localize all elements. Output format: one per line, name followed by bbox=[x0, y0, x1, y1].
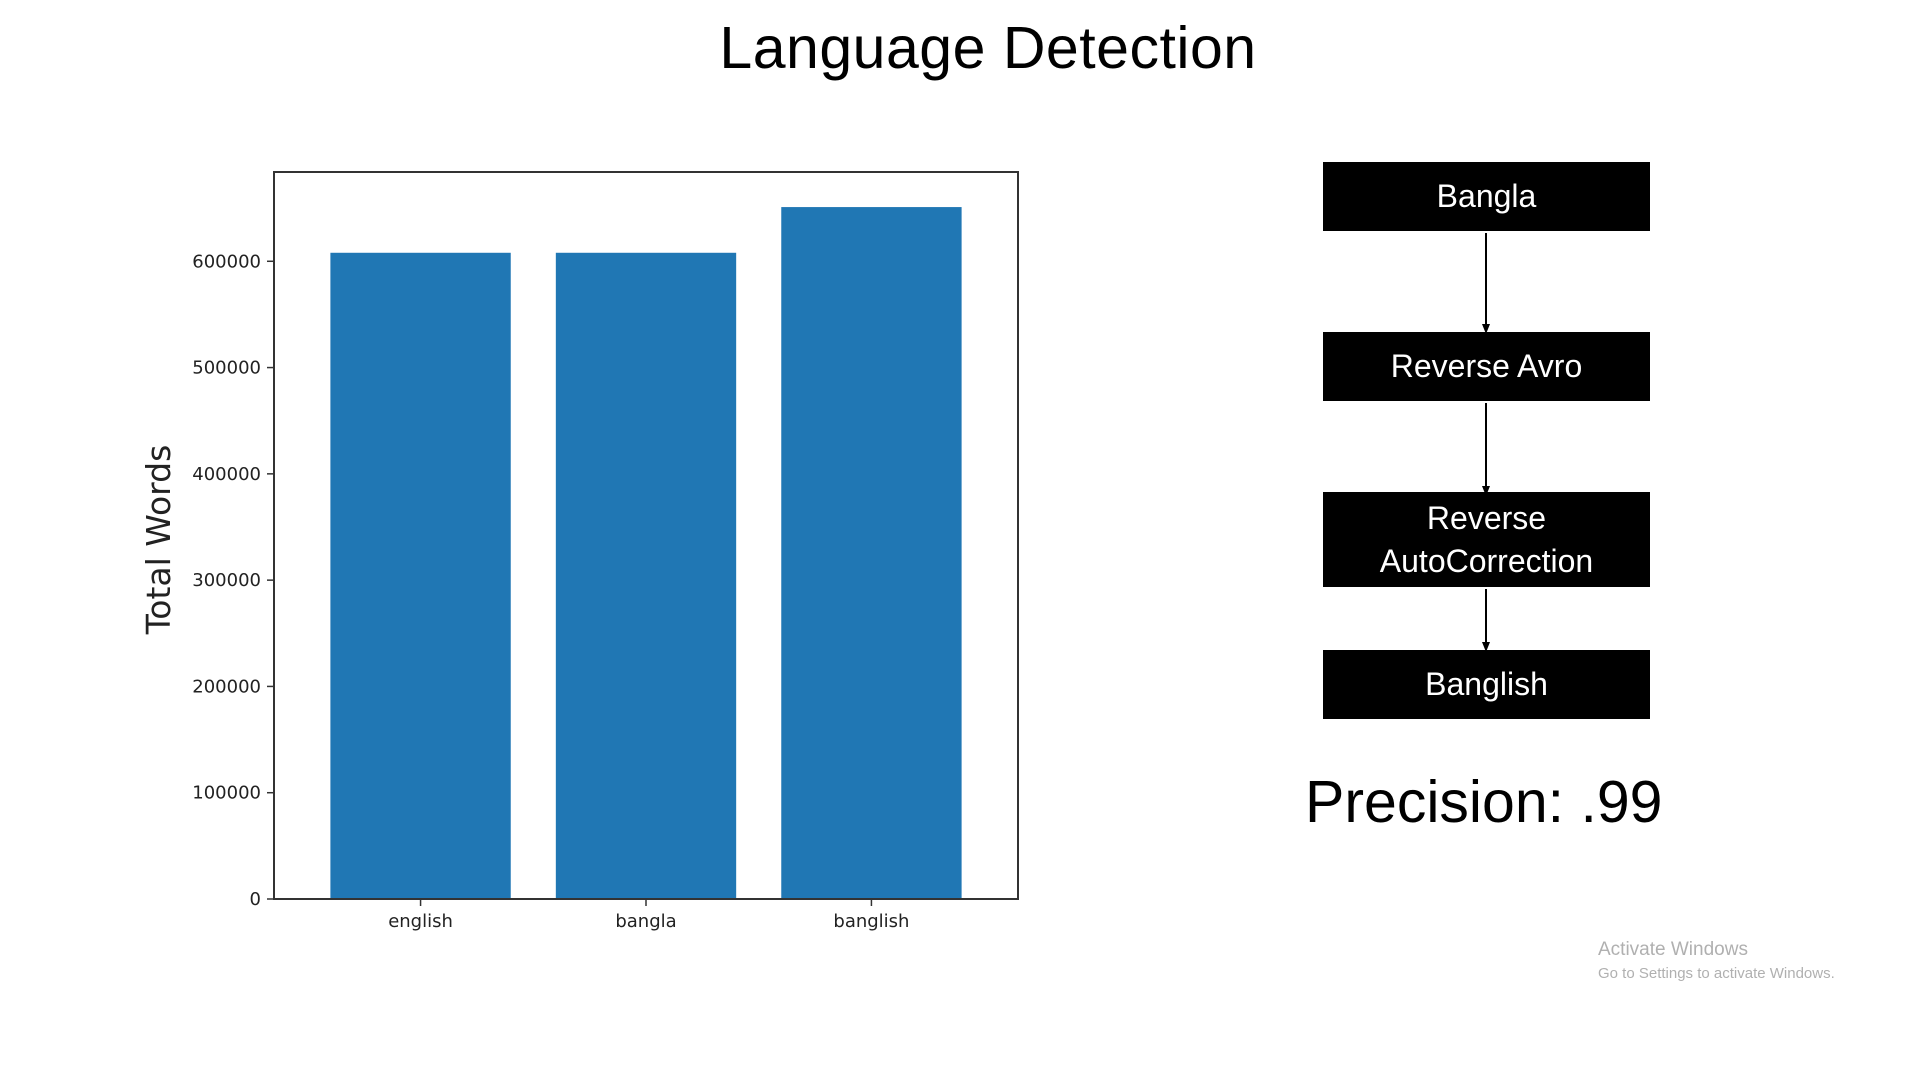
x-tick-label: english bbox=[388, 911, 453, 932]
y-tick-label: 200000 bbox=[192, 676, 261, 697]
y-tick-label: 500000 bbox=[192, 358, 261, 379]
flow-box-label-line2: AutoCorrection bbox=[1379, 542, 1594, 579]
slide-title: Language Detection bbox=[719, 15, 1257, 81]
flow-box-label: Banglish bbox=[1425, 666, 1548, 702]
flow-box-reverse-autocorrection: Reverse AutoCorrection bbox=[1323, 492, 1650, 587]
bar-bangla bbox=[555, 252, 737, 899]
flow-box-banglish: Banglish bbox=[1323, 650, 1650, 719]
y-tick-label: 300000 bbox=[192, 570, 261, 591]
flow-box-label: Bangla bbox=[1436, 178, 1537, 214]
flow-box-label-line1: Reverse bbox=[1426, 499, 1547, 536]
bar-chart: english bangla banglish 0 100000 200000 300000… bbox=[139, 171, 1019, 932]
y-tick-label: 600000 bbox=[192, 251, 261, 272]
flow-box-reverse-avro: Reverse Avro bbox=[1323, 332, 1650, 401]
x-tick-label: banglish bbox=[833, 911, 909, 932]
y-axis-label: Total Words bbox=[139, 445, 178, 636]
activate-windows-subtitle: Go to Settings to activate Windows. bbox=[1598, 965, 1835, 982]
x-tick-label: bangla bbox=[615, 911, 676, 932]
y-tick-label: 400000 bbox=[192, 464, 261, 485]
ticks-layer: english bangla banglish 0 100000 200000 300000… bbox=[192, 251, 909, 932]
bar-english bbox=[330, 252, 511, 899]
bar-banglish bbox=[781, 207, 962, 899]
flow-box-bangla: Bangla bbox=[1323, 162, 1650, 231]
bars-layer bbox=[330, 207, 962, 899]
activate-windows-title: Activate Windows bbox=[1598, 939, 1748, 960]
activate-windows-watermark[interactable]: Activate Windows Go to Settings to activ… bbox=[1598, 938, 1835, 984]
flow-box-label: Reverse Avro bbox=[1390, 348, 1583, 384]
y-tick-label: 100000 bbox=[192, 783, 261, 804]
precision-text: Precision: .99 bbox=[1305, 769, 1663, 835]
y-tick-label: 0 bbox=[250, 889, 261, 910]
